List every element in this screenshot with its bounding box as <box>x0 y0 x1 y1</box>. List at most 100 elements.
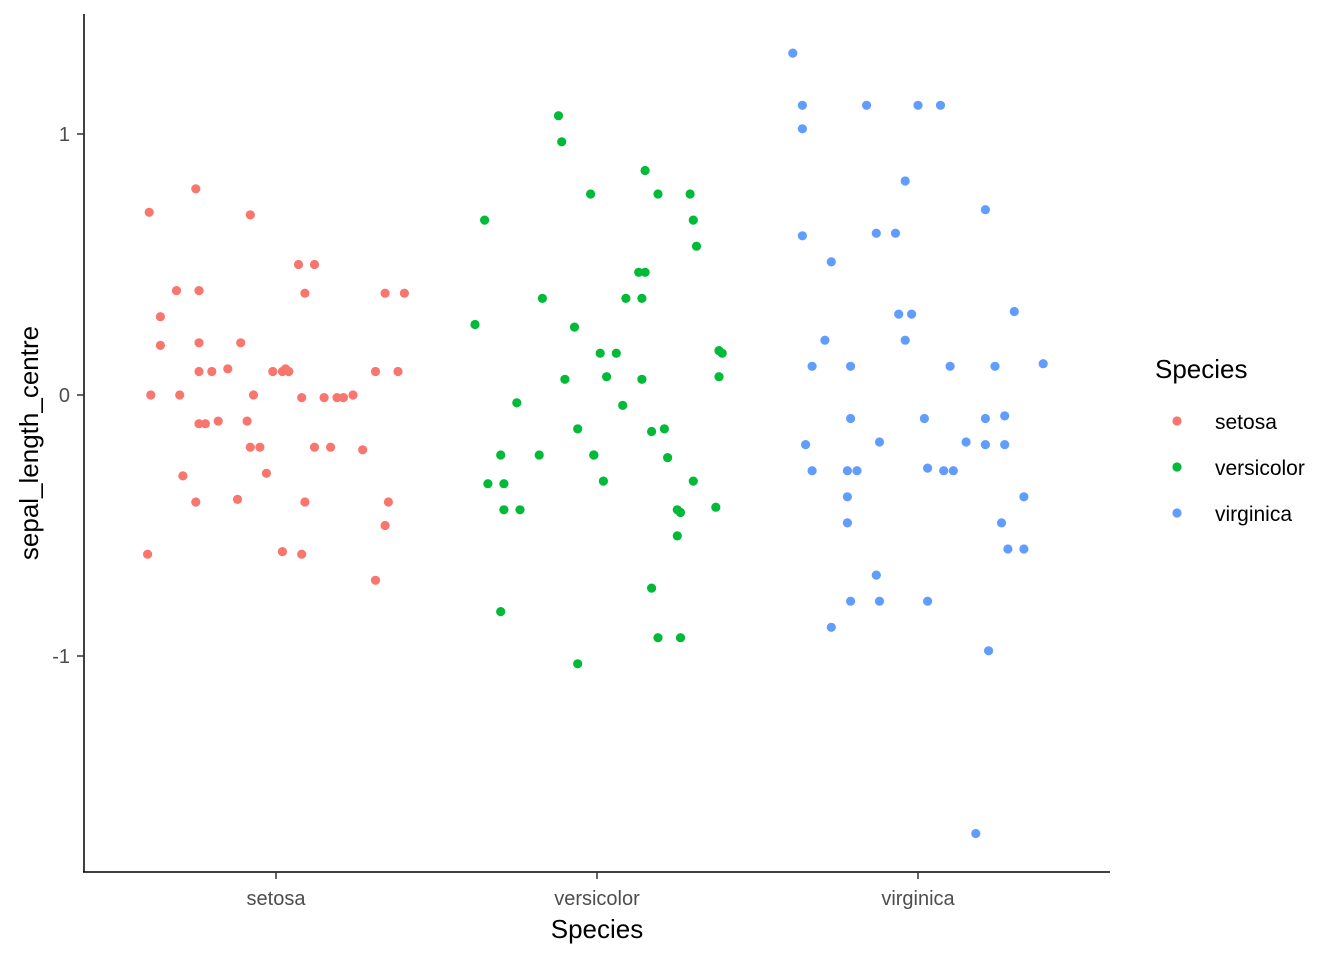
data-point-versicolor <box>634 267 644 277</box>
data-point-versicolor <box>691 241 702 251</box>
data-point-virginica <box>923 596 933 606</box>
data-point-setosa <box>245 442 255 452</box>
data-point-virginica <box>996 518 1007 528</box>
data-point-setosa <box>144 207 154 217</box>
legend-items: setosa versicolor virginica <box>1172 411 1305 526</box>
data-point-virginica <box>874 596 885 606</box>
data-point-virginica <box>919 413 930 424</box>
data-point-versicolor <box>711 502 721 512</box>
data-point-versicolor <box>499 505 509 515</box>
data-point-setosa <box>370 575 381 585</box>
data-point-versicolor <box>621 293 631 303</box>
x-tick-label: versicolor <box>554 888 640 910</box>
data-point-versicolor <box>573 424 583 434</box>
data-point-versicolor <box>602 372 612 382</box>
legend-key-virginica <box>1172 508 1182 518</box>
data-point-virginica <box>894 309 904 319</box>
data-point-virginica <box>842 492 853 502</box>
data-point-versicolor <box>553 111 564 121</box>
y-axis-title: sepal_length_centre <box>14 326 44 560</box>
data-point-virginica <box>1003 544 1013 554</box>
data-point-setosa <box>277 547 287 557</box>
data-point-setosa <box>194 338 204 348</box>
data-point-versicolor <box>647 426 657 437</box>
data-point-versicolor <box>480 215 490 225</box>
data-point-versicolor <box>595 348 605 358</box>
y-axis-ticks: -1 0 1 <box>52 124 84 668</box>
data-point-virginica <box>923 463 933 473</box>
data-point-virginica <box>820 335 830 345</box>
data-point-versicolor <box>586 189 596 199</box>
y-tick-label: -1 <box>52 646 70 668</box>
data-point-setosa <box>213 416 223 426</box>
data-point-virginica <box>900 335 910 345</box>
data-point-virginica <box>945 361 955 371</box>
data-point-virginica <box>980 440 991 450</box>
data-point-versicolor <box>659 424 670 434</box>
x-tick-label: virginica <box>881 888 955 910</box>
data-point-versicolor <box>688 476 698 486</box>
data-point-setosa <box>261 468 271 478</box>
data-point-virginica <box>862 100 872 110</box>
data-point-virginica <box>1000 440 1010 450</box>
data-point-virginica <box>971 828 981 839</box>
data-point-virginica <box>846 596 856 606</box>
data-point-versicolor <box>598 476 609 486</box>
data-point-virginica <box>797 231 808 241</box>
data-point-virginica <box>871 570 881 580</box>
data-point-setosa <box>175 390 185 400</box>
x-tick-label: setosa <box>247 888 307 910</box>
legend-label-setosa: setosa <box>1215 411 1277 434</box>
data-point-setosa <box>380 288 390 298</box>
data-point-virginica <box>846 413 856 424</box>
data-point-setosa <box>223 364 233 374</box>
data-point-setosa <box>194 286 204 296</box>
data-point-virginica <box>935 100 946 110</box>
data-point-setosa <box>242 416 252 426</box>
data-point-versicolor <box>537 293 548 303</box>
data-point-virginica <box>797 100 808 110</box>
data-point-versicolor <box>496 607 506 617</box>
data-point-virginica <box>890 228 901 238</box>
data-point-virginica <box>826 257 836 267</box>
data-point-setosa <box>319 393 329 403</box>
data-point-setosa <box>300 288 310 298</box>
data-point-setosa <box>297 549 307 559</box>
legend-key-setosa <box>1172 416 1182 426</box>
data-point-versicolor <box>672 531 682 541</box>
data-point-setosa <box>309 259 320 270</box>
data-point-versicolor <box>569 322 580 332</box>
data-point-virginica <box>907 309 917 319</box>
data-point-versicolor <box>675 507 686 518</box>
data-point-setosa <box>236 338 246 348</box>
data-point-setosa <box>200 419 210 429</box>
data-point-versicolor <box>534 450 544 460</box>
data-point-setosa <box>293 259 304 270</box>
data-point-setosa <box>207 366 217 377</box>
data-point-setosa <box>268 366 278 377</box>
data-point-setosa <box>146 390 156 400</box>
x-axis-title: Species <box>551 914 644 944</box>
data-point-versicolor <box>560 374 570 384</box>
data-point-virginica <box>1019 492 1029 502</box>
data-point-virginica <box>826 622 836 632</box>
data-point-virginica <box>990 361 1000 371</box>
x-axis-ticks: setosa versicolor virginica <box>247 872 956 910</box>
data-point-virginica <box>948 466 958 476</box>
data-point-versicolor <box>512 398 522 408</box>
data-point-setosa <box>155 312 165 322</box>
data-point-setosa <box>284 366 294 377</box>
data-point-setosa <box>300 497 310 507</box>
data-point-versicolor <box>653 633 663 643</box>
y-tick-label: 0 <box>59 385 70 407</box>
data-point-setosa <box>370 366 381 377</box>
data-point-versicolor <box>496 450 506 460</box>
legend-label-versicolor: versicolor <box>1215 457 1305 480</box>
data-point-versicolor <box>483 479 493 489</box>
data-point-setosa <box>309 442 320 452</box>
data-point-setosa <box>143 549 153 559</box>
data-point-versicolor <box>611 348 621 358</box>
data-point-versicolor <box>618 400 628 410</box>
data-point-virginica <box>807 466 817 476</box>
legend: Species setosa versicolor virginica <box>1155 354 1305 526</box>
